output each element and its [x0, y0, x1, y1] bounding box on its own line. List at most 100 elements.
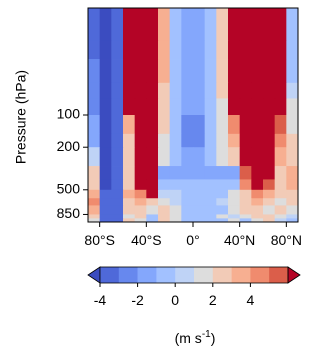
heatmap-cell — [204, 179, 217, 191]
heatmap-cell — [181, 218, 194, 223]
heatmap-cell — [169, 98, 182, 116]
heatmap-cell — [193, 115, 206, 135]
heatmap-cell — [158, 198, 171, 206]
heatmap-cell — [251, 214, 264, 219]
heatmap-cell — [111, 115, 124, 135]
heatmap-cell — [251, 147, 264, 167]
heatmap-cell — [181, 166, 194, 180]
heatmap-cell — [274, 8, 287, 41]
colorbar-segment — [156, 267, 176, 283]
colorbar-segment — [175, 267, 195, 283]
heatmap-cell — [123, 133, 136, 148]
heatmap-cell — [193, 189, 206, 199]
heatmap-cell — [146, 205, 159, 215]
heatmap-cell — [111, 198, 124, 206]
heatmap-cell — [111, 147, 124, 167]
x-tick-label: 0° — [186, 232, 199, 248]
heatmap-cell — [216, 133, 229, 148]
colorbar-label-exponent: -1 — [202, 329, 211, 340]
heatmap-cell — [274, 82, 287, 99]
colorbar-segment — [250, 267, 270, 283]
heatmap-cell — [193, 133, 206, 148]
heatmap-cell — [111, 40, 124, 60]
colorbar-extend-min — [87, 266, 101, 284]
heatmap-cell — [216, 59, 229, 84]
heatmap-cell — [88, 218, 101, 223]
heatmap-cell — [204, 166, 217, 180]
heatmap-cell — [251, 189, 264, 199]
colorbar-segment — [194, 267, 214, 283]
heatmap-cell — [134, 115, 147, 135]
heatmap-cell — [123, 218, 136, 223]
heatmap-cell — [134, 218, 147, 223]
heatmap-cell — [239, 82, 252, 99]
heatmap-cell — [228, 205, 241, 215]
heatmap-cell — [286, 8, 299, 41]
heatmap-cell — [88, 133, 101, 148]
heatmap-cell — [134, 189, 147, 199]
heatmap-cell — [146, 198, 159, 206]
heatmap-cell — [158, 205, 171, 215]
heatmap-cell — [286, 198, 299, 206]
heatmap-cell — [251, 166, 264, 180]
heatmap-cell — [99, 198, 112, 206]
heatmap-cell — [274, 98, 287, 116]
heatmap-cell — [181, 40, 194, 60]
heatmap-cell — [204, 218, 217, 223]
heatmap-cell — [146, 189, 159, 199]
heatmap-cell — [158, 8, 171, 41]
heatmap-cell — [216, 218, 229, 223]
heatmap-cell — [111, 179, 124, 191]
colorbar-label-close: ) — [211, 330, 216, 346]
heatmap-cell — [263, 8, 276, 41]
heatmap-cell — [239, 115, 252, 135]
y-axis-title: Pressure (hPa) — [13, 70, 29, 164]
heatmap-cell — [204, 59, 217, 84]
heatmap-cell — [263, 82, 276, 99]
heatmap-cell — [251, 82, 264, 99]
heatmap-cell — [193, 218, 206, 223]
heatmap-cell — [204, 133, 217, 148]
heatmap-cell — [158, 147, 171, 167]
heatmap-cell — [263, 218, 276, 223]
heatmap-cell — [146, 98, 159, 116]
heatmap-cell — [263, 115, 276, 135]
heatmap-cell — [228, 147, 241, 167]
heatmap-cell — [181, 82, 194, 99]
heatmap-cell — [123, 166, 136, 180]
heatmap-cell — [204, 147, 217, 167]
colorbar-segment — [118, 267, 138, 283]
heatmap-cell — [99, 214, 112, 219]
heatmap-cell — [111, 166, 124, 180]
heatmap-cell — [123, 179, 136, 191]
heatmap-cell — [169, 198, 182, 206]
heatmap-cell — [239, 98, 252, 116]
heatmap-cell — [193, 40, 206, 60]
colorbar-extend-max — [287, 266, 301, 284]
heatmap-cell — [216, 166, 229, 180]
heatmap-cell — [251, 40, 264, 60]
heatmap-cell — [134, 59, 147, 84]
heatmap-cell — [88, 198, 101, 206]
heatmap-cell — [251, 179, 264, 191]
heatmap-cell — [123, 198, 136, 206]
heatmap-cell — [286, 218, 299, 223]
heatmap-cell — [88, 147, 101, 167]
heatmap-cell — [88, 115, 101, 135]
heatmap-cell — [158, 133, 171, 148]
heatmap-cell — [216, 115, 229, 135]
heatmap-cell — [274, 59, 287, 84]
heatmap-cell — [123, 189, 136, 199]
x-tick-label: 40°N — [224, 232, 255, 248]
heatmap-cell — [216, 40, 229, 60]
heatmap-cell — [251, 133, 264, 148]
heatmap-cell — [193, 59, 206, 84]
heatmap-cell — [111, 82, 124, 99]
heatmap-cell — [146, 59, 159, 84]
heatmap-cell — [204, 189, 217, 199]
heatmap-cell — [204, 98, 217, 116]
heatmap-cell — [274, 205, 287, 215]
heatmap-cell — [123, 147, 136, 167]
heatmap-cell — [88, 98, 101, 116]
heatmap-cell — [239, 166, 252, 180]
